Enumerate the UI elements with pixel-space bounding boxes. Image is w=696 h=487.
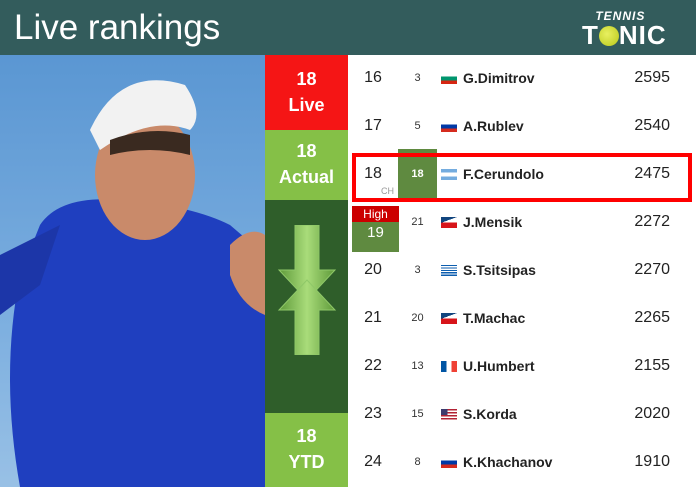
points: 2595 [634, 69, 670, 86]
table-row[interactable]: 21 20 T.Machac 2265 [348, 295, 696, 343]
points: 2265 [634, 309, 670, 326]
points: 2155 [634, 357, 670, 374]
player-name[interactable]: F.Cerundolo [463, 166, 544, 182]
rank-change: 3 [414, 72, 421, 84]
table-row[interactable]: 17 5 A.Rublev 2540 [348, 103, 696, 151]
career-high-badge: High 19 [352, 206, 399, 252]
player-photo [0, 55, 265, 487]
rank-change: 20 [411, 312, 424, 324]
table-row[interactable]: 16 3 G.Dimitrov 2595 [348, 55, 696, 103]
rank-change: 3 [414, 264, 421, 276]
rank: 18 [364, 165, 382, 182]
tennis-ball-icon [598, 26, 619, 46]
rank: 23 [364, 405, 382, 422]
points: 2020 [634, 405, 670, 422]
table-row[interactable]: 18 18 F.Cerundolo 2475 [348, 149, 696, 199]
rank: 16 [364, 69, 382, 86]
player-name[interactable]: J.Mensik [463, 214, 523, 230]
player-name[interactable]: U.Humbert [463, 358, 535, 374]
points: 2540 [634, 117, 670, 134]
ytd-rank-box: 18 YTD [265, 413, 348, 487]
table-row[interactable]: 21 J.Mensik 2272 [348, 199, 696, 247]
tennis-tonic-logo[interactable]: TENNIS T NIC [582, 9, 667, 50]
czechia-flag-icon [441, 217, 457, 228]
russia-flag-icon [441, 457, 457, 468]
highlighted-player-row [352, 153, 692, 202]
rank-change: 18 [398, 149, 437, 199]
player-name[interactable]: K.Khachanov [463, 454, 553, 470]
rank: 20 [364, 261, 382, 278]
player-name[interactable]: T.Machac [463, 310, 526, 326]
rank-change: 21 [411, 216, 424, 228]
up-down-arrows-icon [277, 225, 337, 355]
header: Live rankings TENNIS T NIC [0, 0, 696, 55]
rank-change: 8 [414, 456, 421, 468]
greece-flag-icon [441, 265, 457, 276]
player-name[interactable]: S.Korda [463, 406, 517, 422]
rankings-table: 16 3 G.Dimitrov 2595 17 5 A.Rublev 2540 18… [348, 55, 696, 487]
player-name[interactable]: G.Dimitrov [463, 70, 535, 86]
points: 1910 [634, 453, 670, 470]
table-row[interactable]: 20 3 S.Tsitsipas 2270 [348, 247, 696, 295]
rank-change: 5 [414, 120, 421, 132]
table-row[interactable]: 24 8 K.Khachanov 1910 [348, 439, 696, 487]
table-row[interactable]: 23 15 S.Korda 2020 [348, 391, 696, 439]
czechia-flag-icon [441, 313, 457, 324]
points: 2270 [634, 261, 670, 278]
live-rank-box: 18 Live [265, 55, 348, 130]
rank: 22 [364, 357, 382, 374]
actual-rank-box: 18 Actual [265, 130, 348, 200]
usa-flag-icon [441, 409, 457, 420]
player-name[interactable]: A.Rublev [463, 118, 524, 134]
points: 2475 [634, 165, 670, 182]
russia-flag-icon [441, 121, 457, 132]
table-row[interactable]: 22 13 U.Humbert 2155 [348, 343, 696, 391]
career-high-label: CH [381, 186, 394, 196]
rank: 21 [364, 309, 382, 326]
ranking-summary-panel: 18 Live 18 Actual 18 YTD [265, 55, 348, 487]
france-flag-icon [441, 361, 457, 372]
rank: 24 [364, 453, 382, 470]
page-title: Live rankings [14, 8, 221, 47]
rank: 17 [364, 117, 382, 134]
bulgaria-flag-icon [441, 73, 457, 84]
rank-change: 13 [411, 360, 424, 372]
argentina-flag-icon [441, 169, 457, 180]
player-name[interactable]: S.Tsitsipas [463, 262, 536, 278]
points: 2272 [634, 213, 670, 230]
rank-change: 15 [411, 408, 424, 420]
